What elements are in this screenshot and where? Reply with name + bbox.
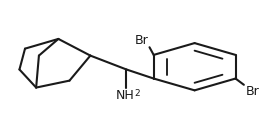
Text: Br: Br: [245, 85, 259, 99]
Text: 2: 2: [135, 89, 140, 98]
Text: NH: NH: [116, 89, 135, 102]
Text: Br: Br: [134, 33, 148, 47]
